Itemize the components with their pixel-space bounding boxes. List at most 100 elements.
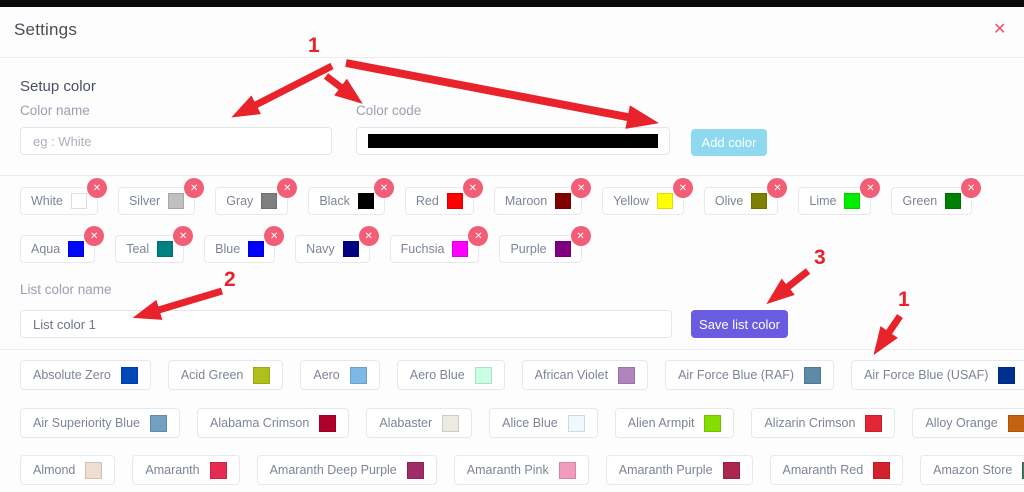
color-swatch [168,193,185,209]
delete-color-icon[interactable]: ✕ [86,178,107,198]
color-chip-label: Silver [128,194,161,208]
color-chip: Air Superiority Blue [20,408,180,438]
color-chip-label: Air Force Blue (USAF) [864,368,989,382]
color-swatch [349,366,367,384]
color-swatch [406,461,424,479]
saved-colors-row-1: White ✕ Silver ✕ Gray ✕ Black ✕ Red ✕ Maroon ✕ Yello… [20,178,982,215]
delete-color-icon[interactable]: ✕ [961,178,982,198]
delete-color-icon[interactable]: ✕ [84,226,105,246]
color-swatch [704,414,722,432]
color-chip-label: Gray [226,194,254,208]
color-chip-label: White [31,194,63,208]
setup-color-heading: Setup color [20,78,96,95]
palette-row-3: Almond Amaranth Amaranth Deep Purple Amaran… [20,455,1024,485]
color-chip-label: Amazon Store [933,463,1013,477]
color-chip-label: Alabaster [379,416,433,430]
color-swatch [804,366,822,384]
color-swatch [261,193,278,209]
color-chip: African Violet [521,360,649,390]
delete-color-icon[interactable]: ✕ [767,178,788,198]
color-chip-label: Purple [510,242,547,256]
delete-color-icon[interactable]: ✕ [173,226,194,246]
color-name-input[interactable] [20,127,332,155]
color-chip-label: Teal [126,242,150,256]
color-chip: Amazon Store [920,455,1024,485]
color-chip-label: Amaranth Deep Purple [269,463,397,477]
color-chip-label: Red [415,194,439,208]
color-chip-label: Alice Blue [502,416,558,430]
color-chip: Amaranth Deep Purple [256,455,437,485]
color-swatch [120,366,138,384]
color-swatch [253,366,271,384]
color-chip: Air Force Blue (USAF) [851,360,1024,390]
color-swatch [442,414,460,432]
annotation-number-1: 1 [308,34,320,57]
color-chip-label: Blue [215,242,241,256]
color-chip: Alabaster [366,408,473,438]
delete-color-icon[interactable]: ✕ [672,178,693,198]
color-swatch [1022,461,1024,479]
annotation-number-1b: 1 [898,288,910,311]
color-chip: Green ✕ [891,178,982,215]
color-swatch [357,193,374,209]
color-chip: Absolute Zero [20,360,151,390]
color-swatch [474,366,492,384]
delete-color-icon[interactable]: ✕ [570,226,591,246]
color-code-label: Color code [356,103,422,118]
color-chip: Air Force Blue (RAF) [665,360,835,390]
color-chip-label: Black [319,194,350,208]
color-chip: Olive ✕ [703,178,788,215]
delete-color-icon[interactable]: ✕ [277,178,298,198]
color-chip: Almond [20,455,116,485]
color-chip: Alloy Orange [912,408,1024,438]
save-list-color-button[interactable]: Save list color [691,310,788,338]
color-chip: Silver ✕ [117,178,205,215]
color-chip: Gray ✕ [215,178,298,215]
delete-color-icon[interactable]: ✕ [184,178,205,198]
color-code-picker[interactable] [356,127,670,155]
delete-color-icon[interactable]: ✕ [373,178,394,198]
color-swatch [998,366,1016,384]
color-chip-label: Lime [809,194,837,208]
color-swatch [873,461,891,479]
color-chip: Aqua ✕ [20,226,105,263]
color-chip: White ✕ [20,178,107,215]
color-swatch [844,193,861,209]
color-swatch [70,193,87,209]
delete-color-icon[interactable]: ✕ [358,226,379,246]
color-chip: Aero Blue [396,360,505,390]
color-swatch [248,241,265,257]
color-swatch [656,193,673,209]
delete-color-icon[interactable]: ✕ [468,226,489,246]
divider [0,349,1024,350]
list-color-name-input[interactable] [20,310,672,338]
color-chip: Alien Armpit [614,408,735,438]
color-swatch [555,193,572,209]
color-swatch [452,241,469,257]
color-chip-label: Amaranth Red [782,463,864,477]
delete-color-icon[interactable]: ✕ [860,178,881,198]
color-chip-label: Aero [313,368,340,382]
color-chip: Blue ✕ [204,226,285,263]
color-chip: Acid Green [167,360,284,390]
color-chip-label: Navy [306,242,335,256]
delete-color-icon[interactable]: ✕ [462,178,483,198]
color-chip-label: Air Superiority Blue [33,416,140,430]
color-chip-label: African Violet [534,368,609,382]
close-icon[interactable]: ✕ [993,21,1007,38]
delete-color-icon[interactable]: ✕ [264,226,285,246]
color-chip-label: Amaranth [145,463,200,477]
color-swatch [567,414,585,432]
add-color-button[interactable]: Add color [691,129,767,156]
color-swatch [618,366,636,384]
delete-color-icon[interactable]: ✕ [571,178,592,198]
color-chip: Alabama Crimson [197,408,350,438]
color-chip-label: Yellow [613,194,649,208]
page-title: Settings [14,20,78,39]
annotation-number-2: 2 [224,268,236,291]
annotation-number-3: 3 [814,246,826,269]
color-chip-label: Amaranth Purple [618,463,713,477]
color-name-label: Color name [20,103,90,118]
color-chip-label: Alien Armpit [627,416,695,430]
